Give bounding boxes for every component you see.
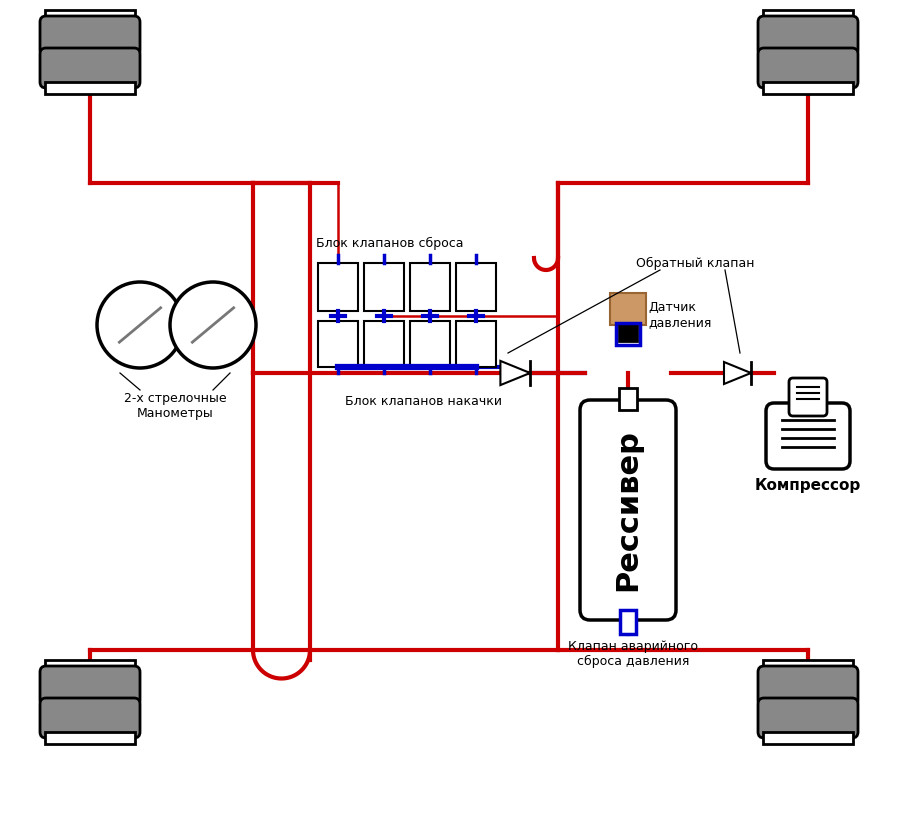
Text: Датчик
давления: Датчик давления <box>647 301 711 329</box>
Text: Обратный клапан: Обратный клапан <box>635 257 753 270</box>
Bar <box>455 321 496 367</box>
Text: Блок клапанов сброса: Блок клапанов сброса <box>316 237 463 250</box>
Bar <box>762 10 852 22</box>
Text: Рессивер: Рессивер <box>613 429 642 591</box>
Text: 2-х стрелочные
Манометры: 2-х стрелочные Манометры <box>124 392 226 420</box>
Text: Компрессор: Компрессор <box>754 478 861 493</box>
FancyBboxPatch shape <box>580 400 675 620</box>
Bar <box>318 263 358 311</box>
FancyBboxPatch shape <box>788 378 826 416</box>
Bar <box>619 610 636 634</box>
Bar <box>45 82 135 94</box>
Bar <box>45 732 135 744</box>
FancyBboxPatch shape <box>40 698 140 738</box>
Bar <box>762 732 852 744</box>
Bar <box>364 263 404 311</box>
FancyBboxPatch shape <box>757 666 857 706</box>
Bar <box>762 660 852 672</box>
Text: Блок клапанов накачки: Блок клапанов накачки <box>345 395 501 408</box>
Polygon shape <box>500 361 529 385</box>
FancyBboxPatch shape <box>757 698 857 738</box>
Bar <box>410 263 450 311</box>
Polygon shape <box>723 362 750 384</box>
Bar <box>610 293 646 325</box>
FancyBboxPatch shape <box>765 403 849 469</box>
Text: Клапан аварийного
сброса давления: Клапан аварийного сброса давления <box>567 640 697 668</box>
Bar <box>410 321 450 367</box>
FancyBboxPatch shape <box>40 666 140 706</box>
Bar <box>762 82 852 94</box>
Circle shape <box>170 282 256 368</box>
Bar <box>364 321 404 367</box>
FancyBboxPatch shape <box>40 16 140 56</box>
Circle shape <box>97 282 182 368</box>
FancyBboxPatch shape <box>40 48 140 88</box>
Bar <box>619 388 637 410</box>
Bar <box>615 323 639 345</box>
Bar <box>318 321 358 367</box>
Bar <box>45 10 135 22</box>
Bar <box>455 263 496 311</box>
FancyBboxPatch shape <box>757 16 857 56</box>
FancyBboxPatch shape <box>757 48 857 88</box>
Bar <box>619 325 637 341</box>
Bar <box>45 660 135 672</box>
